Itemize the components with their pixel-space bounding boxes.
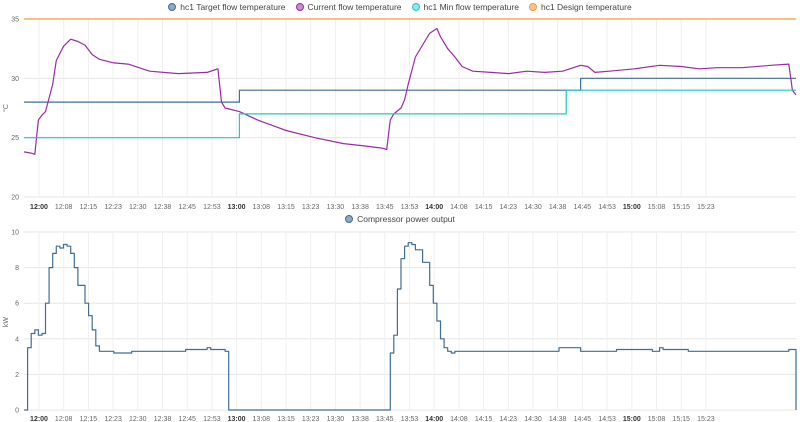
x-tick-label: 13:15 [277,416,295,422]
y-axis-unit: °C [2,104,10,112]
legend-swatch [168,3,177,11]
x-tick-label: 13:30 [327,416,345,422]
x-tick-label: 13:30 [327,204,345,211]
x-tick-label: 13:45 [376,204,394,211]
x-tick-label: 15:23 [697,416,715,422]
x-tick-label: 15:00 [623,204,641,211]
x-tick-label: 14:30 [524,204,542,211]
temperature-legend: hc1 Target flow temperature Current flow… [0,2,800,12]
y-tick-label: 30 [11,76,19,83]
x-tick-label: 15:23 [697,204,715,211]
temperature-chart[interactable]: 20 25 30 35 12:00 12:08 12:15 12:23 12:30 12:38 12… [0,0,800,214]
x-tick-label: 14:53 [598,416,616,422]
x-tick-label: 12:23 [104,204,122,211]
x-tick-label: 12:00 [30,416,48,422]
y-tick-label: 25 [11,135,19,142]
x-tick-label: 12:15 [80,204,98,211]
x-tick-label: 14:53 [598,204,616,211]
x-tick-label: 13:45 [376,416,394,422]
series-line-current-flow-temperature[interactable] [23,27,797,155]
legend-label: hc1 Min flow temperature [423,2,519,12]
legend-item-current-flow[interactable]: Current flow temperature [295,2,402,12]
x-tick-label: 15:15 [672,416,690,422]
x-tick-label: 13:23 [302,416,320,422]
series-line-hc1-target-flow-temperature[interactable] [24,77,796,103]
legend-swatch [411,3,420,11]
x-tick-label: 14:30 [524,416,542,422]
x-tick-label: 12:45 [178,416,196,422]
x-tick-label: 14:23 [500,204,518,211]
x-tick-label: 14:15 [475,204,493,211]
x-tick-label: 14:45 [574,204,592,211]
series-line-compressor-power-output[interactable] [24,242,797,411]
y-tick-label: 35 [11,17,19,24]
legend-item-compressor-power[interactable]: Compressor power output [345,214,455,224]
x-tick-label: 13:08 [253,204,271,211]
x-tick-label: 15:15 [672,204,690,211]
x-tick-label: 12:15 [80,416,98,422]
y-tick-label: 2 [15,372,19,379]
x-tick-label: 15:00 [623,416,641,422]
x-tick-label: 12:08 [55,204,73,211]
y-tick-label: 8 [15,265,19,272]
x-tick-label: 13:53 [401,416,419,422]
x-tick-label: 14:00 [425,204,443,211]
legend-item-min-flow[interactable]: hc1 Min flow temperature [411,2,519,12]
legend-swatch [295,3,304,11]
x-tick-label: 15:08 [648,204,666,211]
legend-label: hc1 Target flow temperature [180,2,286,12]
legend-item-target-flow[interactable]: hc1 Target flow temperature [168,2,286,12]
y-tick-label: 6 [15,301,19,308]
y-tick-label: 10 [11,230,19,237]
power-legend: Compressor power output [0,214,800,224]
legend-swatch [528,3,537,11]
y-tick-label: 4 [15,336,19,343]
y-tick-label: 0 [15,408,19,415]
x-tick-label: 13:38 [351,204,369,211]
legend-swatch [345,215,354,223]
x-tick-label: 12:30 [129,416,147,422]
x-tick-label: 14:08 [450,204,468,211]
x-tick-label: 14:45 [574,416,592,422]
x-tick-label: 12:23 [104,416,122,422]
legend-item-design-temp[interactable]: hc1 Design temperature [528,2,632,12]
x-tick-label: 12:45 [178,204,196,211]
x-tick-label: 14:38 [549,204,567,211]
x-tick-label: 13:00 [228,416,246,422]
y-axis-unit: kW [3,317,10,328]
x-tick-label: 13:00 [228,204,246,211]
series-line-hc1-min-flow-temperature[interactable] [24,89,796,139]
x-tick-label: 12:30 [129,204,147,211]
x-tick-label: 12:53 [203,204,221,211]
x-tick-label: 13:08 [253,416,271,422]
x-tick-label: 13:38 [351,416,369,422]
x-tick-label: 12:53 [203,416,221,422]
x-tick-label: 15:08 [648,416,666,422]
legend-label: Current flow temperature [307,2,402,12]
x-tick-label: 14:15 [475,416,493,422]
y-tick-label: 20 [11,195,19,202]
x-tick-label: 14:38 [549,416,567,422]
x-tick-label: 14:23 [500,416,518,422]
legend-label: hc1 Design temperature [540,2,632,12]
x-tick-label: 13:53 [401,204,419,211]
x-tick-label: 12:38 [154,204,172,211]
x-tick-label: 13:15 [277,204,295,211]
legend-label: Compressor power output [357,214,455,224]
x-tick-label: 14:00 [425,416,443,422]
x-tick-label: 12:00 [30,204,48,211]
x-tick-label: 12:08 [55,416,73,422]
x-tick-label: 12:38 [154,416,172,422]
x-tick-label: 14:08 [450,416,468,422]
x-tick-label: 13:23 [302,204,320,211]
